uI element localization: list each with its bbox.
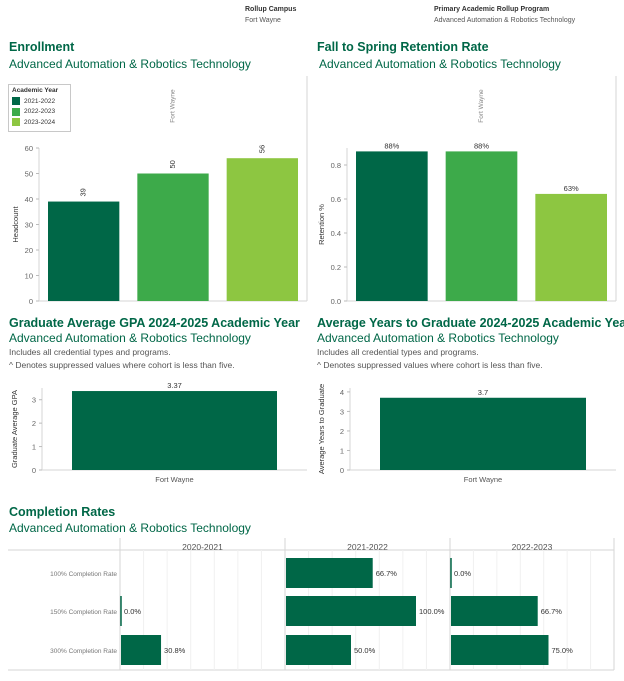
years-note-suppressed: ^ Denotes suppressed values where cohort… <box>317 360 543 370</box>
bar-value-label: 88% <box>474 141 489 150</box>
y-tick-label: 1 <box>32 443 36 452</box>
y-tick-label: 0 <box>340 466 344 475</box>
retention-subtitle: Advanced Automation & Robotics Technolog… <box>319 57 561 71</box>
completion-title: Completion Rates <box>9 505 116 519</box>
legend-title: Academic Year <box>12 87 59 94</box>
academic-year-legend[interactable]: Academic Year 2021-2022 2022-2023 2023-2… <box>8 84 71 132</box>
bar-value-label: 3.7 <box>478 388 488 397</box>
legend-label: 2022-2023 <box>24 108 56 116</box>
legend-item-2022-2023[interactable]: 2022-2023 <box>12 107 67 118</box>
y-tick-label: 1 <box>340 446 344 455</box>
y-tick-label: 10 <box>25 272 33 281</box>
retention-chart: 0.0 0.2 0.4 0.6 0.8 Retention % 88% 88% 63% Fort … <box>317 76 617 306</box>
completion-bar <box>286 596 416 626</box>
legend-item-2023-2024[interactable]: 2023-2024 <box>12 117 67 128</box>
completion-bar-label: 0.0% <box>454 569 471 578</box>
program-filter-value[interactable]: Advanced Automation & Robotics Technolog… <box>434 17 576 24</box>
y-tick-label: 2 <box>32 419 36 428</box>
completion-subtitle: Advanced Automation & Robotics Technolog… <box>9 521 251 535</box>
panel-header-campus: Fort Wayne <box>478 89 485 123</box>
y-tick-label: 60 <box>25 144 33 153</box>
bar-value-label: 63% <box>564 184 579 193</box>
panel-header-year: 2020-2021 <box>182 542 223 552</box>
years-chart: 0 1 2 3 4 Average Years to Graduate 3.7 Fort Wa… <box>317 384 616 484</box>
bar-enrollment-2022-2023 <box>137 173 209 301</box>
y-tick-label: 3 <box>32 396 36 405</box>
panel-header-year: 2022-2023 <box>512 542 553 552</box>
gpa-note-credentials: Includes all credential types and progra… <box>9 347 171 357</box>
bar-years-fort-wayne <box>380 397 586 470</box>
panel-header-year: 2021-2022 <box>347 542 388 552</box>
completion-bar <box>286 558 373 588</box>
enrollment-subtitle: Advanced Automation & Robotics Technolog… <box>9 57 251 71</box>
retention-title: Fall to Spring Retention Rate <box>317 40 489 54</box>
completion-bar-label: 66.7% <box>376 569 398 578</box>
bar-enrollment-2021-2022 <box>48 201 120 301</box>
gpa-chart: 0 1 2 3 Graduate Average GPA 3.37 Fort Wayne <box>10 381 307 484</box>
y-tick-label: 3 <box>340 407 344 416</box>
bar-value-label: 39 <box>79 188 88 196</box>
bar-gpa-fort-wayne <box>72 391 277 470</box>
gpa-subtitle: Advanced Automation & Robotics Technolog… <box>9 331 251 345</box>
completion-bar-label: 50.0% <box>354 646 376 655</box>
bar-value-label: 56 <box>257 145 266 153</box>
y-axis-title: Retention % <box>317 204 326 245</box>
completion-row-label: 100% Completion Rate <box>50 571 117 578</box>
y-tick-label: 0 <box>32 466 36 475</box>
y-tick-label: 0.2 <box>331 263 341 272</box>
y-axis-title: Average Years to Graduate <box>317 384 326 474</box>
y-axis-title: Graduate Average GPA <box>10 390 19 468</box>
y-tick-label: 0.0 <box>331 297 341 306</box>
y-tick-label: 0.6 <box>331 195 341 204</box>
x-category-label: Fort Wayne <box>464 475 502 484</box>
program-filter-label: Primary Academic Rollup Program <box>434 6 550 13</box>
completion-bar <box>451 596 538 626</box>
completion-bar-label: 100.0% <box>419 607 445 616</box>
bar-retention-2022-2023 <box>445 151 518 301</box>
completion-chart: 2020-2021 0.0% 30.8% 2021-2022 66.7% 100.0% 50… <box>8 538 615 671</box>
years-title: Average Years to Graduate 2024-2025 Acad… <box>317 316 624 330</box>
x-category-label: Fort Wayne <box>155 475 193 484</box>
bar-retention-2023-2024 <box>535 193 607 301</box>
bar-value-label: 88% <box>384 141 399 150</box>
bar-enrollment-2023-2024 <box>226 158 298 301</box>
y-tick-label: 0.8 <box>331 161 341 170</box>
y-tick-label: 2 <box>340 427 344 436</box>
panel-header-campus: Fort Wayne <box>170 89 177 123</box>
completion-row-label: 150% Completion Rate <box>50 609 117 616</box>
completion-bar <box>121 635 162 665</box>
legend-label: 2021-2022 <box>24 97 56 105</box>
bar-value-label: 3.37 <box>167 381 182 390</box>
completion-bar <box>286 635 351 665</box>
enrollment-chart: 0 10 20 30 40 50 60 Headcount 39 50 56 Fort Wayne <box>11 76 308 306</box>
completion-bar-label: 30.8% <box>164 646 186 655</box>
completion-bar-label: 0.0% <box>124 607 141 616</box>
years-subtitle: Advanced Automation & Robotics Technolog… <box>317 331 559 345</box>
years-note-credentials: Includes all credential types and progra… <box>317 347 479 357</box>
completion-bar-label: 75.0% <box>552 646 574 655</box>
campus-filter-value[interactable]: Fort Wayne <box>245 17 281 24</box>
bar-retention-2021-2022 <box>356 151 428 301</box>
legend-label: 2023-2024 <box>24 118 56 126</box>
y-tick-label: 0 <box>29 297 33 306</box>
y-tick-label: 50 <box>25 170 33 179</box>
legend-swatch <box>12 118 20 127</box>
y-tick-label: 30 <box>25 221 33 230</box>
campus-filter-label: Rollup Campus <box>245 6 297 13</box>
y-tick-label: 4 <box>340 388 344 397</box>
gpa-title: Graduate Average GPA 2024-2025 Academic … <box>9 316 300 330</box>
completion-row-label: 300% Completion Rate <box>50 648 117 655</box>
y-tick-label: 0.4 <box>331 229 341 238</box>
y-tick-label: 40 <box>25 195 33 204</box>
gpa-note-suppressed: ^ Denotes suppressed values where cohort… <box>9 360 235 370</box>
legend-item-2021-2022[interactable]: 2021-2022 <box>12 96 67 107</box>
bar-value-label: 50 <box>168 160 177 168</box>
legend-swatch <box>12 97 20 106</box>
completion-bar-label: 66.7% <box>541 607 563 616</box>
y-axis-title: Headcount <box>11 205 20 242</box>
legend-swatch <box>12 107 20 116</box>
enrollment-title: Enrollment <box>9 40 75 54</box>
y-tick-label: 20 <box>25 246 33 255</box>
completion-bar <box>451 635 549 665</box>
